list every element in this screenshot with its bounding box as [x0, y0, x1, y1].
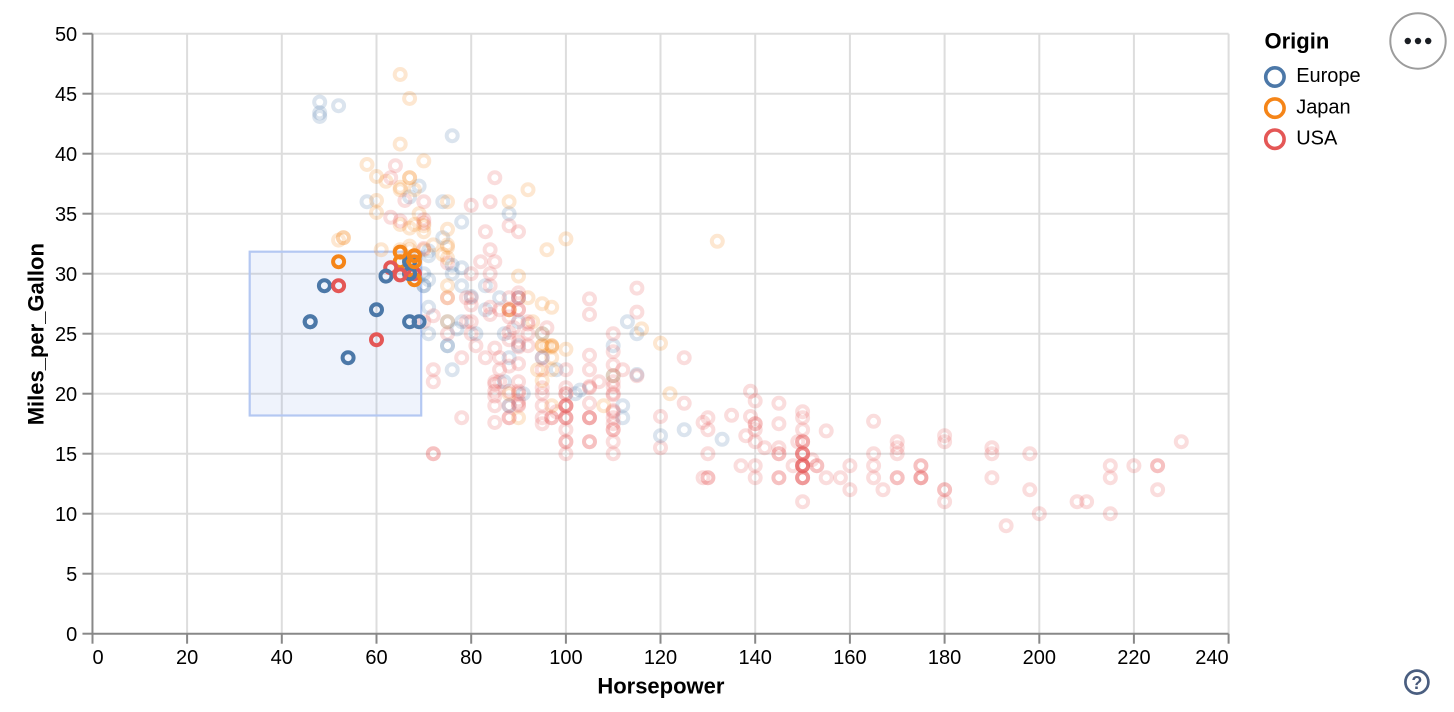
svg-text:240: 240 [1195, 647, 1228, 669]
svg-text:20: 20 [176, 647, 198, 669]
svg-text:25: 25 [55, 324, 77, 346]
svg-text:40: 40 [55, 144, 77, 166]
svg-text:120: 120 [644, 647, 677, 669]
svg-text:30: 30 [55, 264, 77, 286]
svg-text:Japan: Japan [1296, 96, 1351, 118]
svg-text:200: 200 [1023, 647, 1056, 669]
svg-text:180: 180 [928, 647, 961, 669]
svg-text:80: 80 [460, 647, 482, 669]
svg-text:0: 0 [66, 624, 77, 646]
svg-text:15: 15 [55, 444, 77, 466]
svg-text:Origin: Origin [1265, 29, 1330, 54]
svg-text:Miles_per_Gallon: Miles_per_Gallon [24, 243, 49, 425]
svg-text:50: 50 [55, 24, 77, 46]
svg-text:40: 40 [271, 647, 293, 669]
svg-text:20: 20 [55, 384, 77, 406]
svg-text:5: 5 [66, 564, 77, 586]
svg-text:10: 10 [55, 504, 77, 526]
svg-text:140: 140 [739, 647, 772, 669]
svg-text:USA: USA [1296, 127, 1338, 149]
svg-text:220: 220 [1117, 647, 1150, 669]
svg-text:100: 100 [549, 647, 582, 669]
svg-text:35: 35 [55, 204, 77, 226]
svg-text:Horsepower: Horsepower [597, 674, 725, 699]
svg-text:0: 0 [92, 647, 103, 669]
svg-text:160: 160 [833, 647, 866, 669]
svg-text:Europe: Europe [1296, 65, 1361, 87]
svg-text:45: 45 [55, 84, 77, 106]
svg-text:60: 60 [365, 647, 387, 669]
svg-text:?: ? [1411, 673, 1422, 693]
